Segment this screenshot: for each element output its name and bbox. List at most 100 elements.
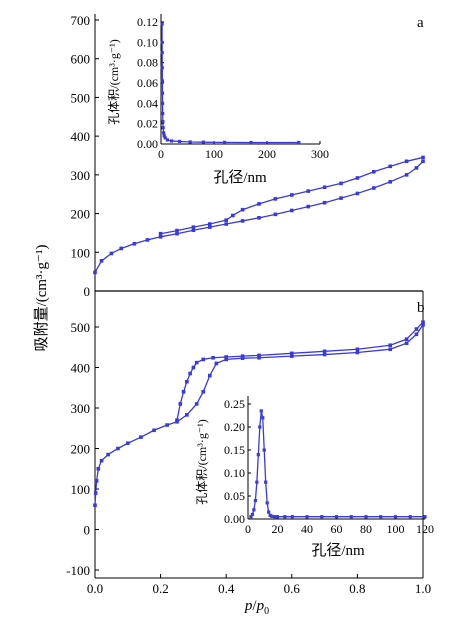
inset-a-series-point xyxy=(297,140,301,145)
inset-a-series-point xyxy=(160,50,164,55)
panel-b-y-tick-label: 200 xyxy=(71,442,91,457)
panel-a-desorption-point xyxy=(175,228,179,233)
panel-b-adsorption-point xyxy=(224,357,228,362)
y-axis-label: 吸附量/(cm³·g⁻¹) xyxy=(33,245,50,352)
inset-b-x-tick-label: 40 xyxy=(301,522,313,536)
inset-b-x-tick-label: 100 xyxy=(387,522,405,536)
inset-a-x-label: 孔径/nm xyxy=(213,169,267,186)
panel-b-y-tick-label: 100 xyxy=(71,482,91,497)
inset-b-series-point xyxy=(364,515,368,519)
inset-b-series-point xyxy=(270,514,274,518)
panel-b-desorption-point xyxy=(404,337,409,341)
inset-a-series-point xyxy=(177,139,182,144)
panel-b-x-tick-label: 0.8 xyxy=(349,581,365,596)
panel-a-desorption-point xyxy=(257,202,261,206)
inset-b-series-point xyxy=(283,515,287,519)
inset-b-x-tick-label: 80 xyxy=(360,522,372,536)
panel-a-adsorption-point xyxy=(208,225,212,229)
panel-b-desorption-point xyxy=(178,402,183,406)
inset-b-series-point xyxy=(267,510,271,514)
panel-b-adsorption-point xyxy=(94,479,99,483)
panel-a-adsorption-line xyxy=(94,160,424,273)
inset-a-series-point xyxy=(188,140,192,144)
panel-b-desorption-point xyxy=(388,343,392,348)
panel-a-adsorption-point xyxy=(273,212,278,217)
inset-a-series-point xyxy=(162,134,166,138)
panel-a-y-tick-label: 300 xyxy=(71,168,91,183)
inset-b-x-tick-label: 0 xyxy=(245,522,251,536)
inset-a-series-point xyxy=(160,22,164,26)
panel-b-desorption-point xyxy=(421,320,425,324)
panel-a-adsorption-point xyxy=(322,200,327,205)
panel-a-y-tick-label: 700 xyxy=(71,13,91,28)
panel-b-desorption-point xyxy=(290,351,294,356)
panel-b-desorption-point xyxy=(224,355,228,359)
panel-b-label: b xyxy=(417,300,425,316)
panel-a-desorption-point xyxy=(208,222,212,226)
panel-a-desorption-point xyxy=(306,189,310,193)
inset-a-series-point xyxy=(223,140,227,144)
inset-b-y-label: 孔体积/(cm³·g⁻¹) xyxy=(195,419,209,505)
panel-a-adsorption-point xyxy=(99,259,104,263)
panel-b-y-tick-label: -100 xyxy=(66,563,90,578)
plot-layer: 0100200300400500600700-10001002003004005… xyxy=(66,13,434,596)
panel-b-y-tick-label: 500 xyxy=(71,320,91,335)
panel-a-desorption-point xyxy=(421,155,425,160)
panel-a-y-tick-label: 400 xyxy=(71,129,91,144)
inset-a-x-tick-label: 0 xyxy=(158,147,164,161)
panel-b-adsorption-point xyxy=(414,332,419,337)
panel-b-adsorption-point xyxy=(116,446,120,451)
inset-b-x-tick-label: 120 xyxy=(416,522,434,536)
panel-a-desorption-point xyxy=(224,218,228,222)
inset-b-y-tick-label: 0.00 xyxy=(224,512,245,526)
panel-a-desorption-point xyxy=(240,207,245,212)
panel-a-adsorption-point xyxy=(158,235,163,239)
inset-a-series-point xyxy=(163,136,167,140)
panel-b-desorption-point xyxy=(322,349,327,354)
panel-b-adsorption-point xyxy=(201,390,206,394)
panel-a-desorption-point xyxy=(273,197,278,201)
panel-a-adsorption-point xyxy=(132,241,137,246)
panel-b-desorption-point xyxy=(194,360,199,365)
panel-b-adsorption-point xyxy=(388,347,392,352)
inset-a-y-label: 孔体积/(cm³·g⁻¹) xyxy=(107,39,121,125)
panel-b-desorption-point xyxy=(414,327,419,331)
panel-b-adsorption-point xyxy=(126,441,130,446)
inset-a-x-tick-label: 100 xyxy=(205,147,223,161)
panel-a-label: a xyxy=(417,15,424,31)
panel-a-y-tick-label: 500 xyxy=(71,90,91,105)
inset-b-y-tick-label: 0.05 xyxy=(224,489,245,503)
inset-a-series-point xyxy=(162,131,166,135)
panel-b-desorption-point xyxy=(257,353,261,358)
panel-a-adsorption-point xyxy=(404,173,409,177)
panel-a-desorption-point xyxy=(322,185,327,190)
panel-b-x-tick-label: 0.4 xyxy=(218,581,235,596)
inset-b-series-point xyxy=(261,416,265,420)
inset-a-y-tick-label: 0.10 xyxy=(137,35,158,49)
panel-b-desorption-point xyxy=(188,371,192,376)
inset-a-y-tick-label: 0.06 xyxy=(137,76,158,90)
inset-a-series-point xyxy=(161,111,165,116)
panel-a-adsorption-point xyxy=(372,186,376,190)
inset-b-series-point xyxy=(393,515,398,519)
panel-b-x-tick-label: 0.0 xyxy=(87,581,103,596)
panel-a-desorption-line xyxy=(160,156,424,235)
panel-b-adsorption-point xyxy=(404,341,409,345)
panel-b-adsorption-point xyxy=(355,350,360,355)
inset-b-series-point xyxy=(262,448,266,452)
inset-a-series-point xyxy=(165,138,169,142)
inset-b-series-point xyxy=(258,425,262,429)
panel-a-desorption-point xyxy=(355,176,360,180)
x-axis-label: p/p0 xyxy=(244,598,269,617)
panel-a-adsorption-point xyxy=(93,270,97,275)
panel-b-desorption-point xyxy=(175,418,179,422)
inset-a-series-point xyxy=(160,91,165,95)
inset-b-series-point xyxy=(256,453,260,457)
inset-b-y-tick-label: 0.25 xyxy=(224,397,245,411)
inset-a-x-tick-label: 200 xyxy=(258,147,276,161)
panel-b-y-tick-label: 0 xyxy=(84,523,91,538)
panel-b-adsorption-point xyxy=(421,323,425,327)
inset-b-x-tick-label: 20 xyxy=(272,522,284,536)
